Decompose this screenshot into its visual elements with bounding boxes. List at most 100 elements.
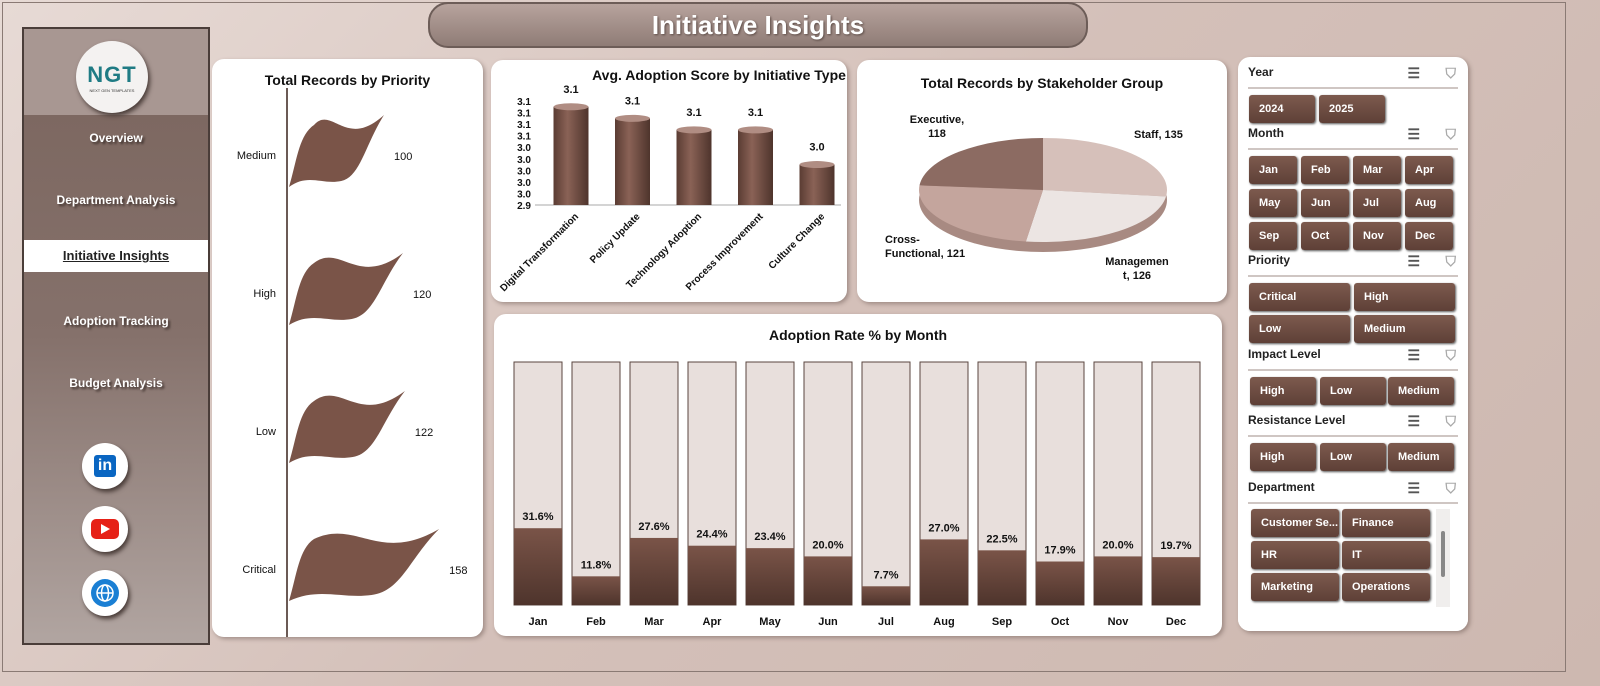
multi-select-icon[interactable]: ☰ [1407, 480, 1420, 496]
bar-background [571, 361, 621, 606]
nav-initiative-insights[interactable]: Initiative Insights [24, 240, 208, 272]
nav-overview[interactable]: Overview [89, 131, 143, 145]
pie-slice-staff [1043, 138, 1167, 197]
slicer-item-medium[interactable]: Medium [1354, 315, 1455, 343]
website-button[interactable] [82, 570, 128, 616]
slicer-item-it[interactable]: IT [1342, 541, 1430, 569]
y-tick-label: 3.1 [517, 120, 531, 131]
slicer-item-hr[interactable]: HR [1251, 541, 1339, 569]
slicer-title: Department [1248, 480, 1315, 494]
y-tick-label: 3.0 [517, 178, 531, 189]
linkedin-icon: in [93, 455, 117, 477]
pie-label: Cross- [885, 234, 920, 246]
bar-mar [630, 537, 678, 605]
linkedin-button[interactable]: in [82, 443, 128, 489]
department-scrollbar[interactable] [1436, 509, 1450, 619]
y-tick-label: 3.1 [517, 97, 531, 108]
data-label: 3.1 [748, 107, 763, 119]
y-tick-label: 3.1 [517, 132, 531, 143]
bar-jan [514, 528, 562, 605]
ngt-logo[interactable]: NGT NEXT GEN TEMPLATES [76, 41, 148, 113]
slicer-header-department: Department ☰ ⛉ [1248, 480, 1458, 504]
priority-bar-high [289, 253, 403, 325]
slicer-item-critical[interactable]: Critical [1249, 283, 1350, 311]
clear-filter-icon[interactable]: ⛉ [1445, 253, 1457, 269]
data-label: 3.0 [809, 142, 824, 154]
y-tick-label: 3.1 [517, 109, 531, 120]
multi-select-icon[interactable]: ☰ [1407, 413, 1420, 429]
pie-slice-executive [919, 138, 1043, 190]
pie-slice-cross-functional [919, 185, 1043, 242]
slicer-item-high[interactable]: High [1250, 443, 1316, 471]
bar-jul [862, 586, 910, 605]
slicer-item-jul[interactable]: Jul [1353, 189, 1401, 217]
clear-filter-icon[interactable]: ⛉ [1445, 413, 1457, 429]
slicer-item-finance[interactable]: Finance [1342, 509, 1430, 537]
pie-label: Functional, 121 [885, 248, 965, 260]
slicer-item-marketing[interactable]: Marketing [1251, 573, 1339, 601]
bar-feb [572, 576, 620, 605]
sidebar: NGT NEXT GEN TEMPLATES Overview Departmen… [22, 27, 210, 645]
slicer-item-oct[interactable]: Oct [1301, 222, 1349, 250]
slicer-item-mar[interactable]: Mar [1353, 156, 1401, 184]
stakeholder-panel: Total Records by Stakeholder Group Staff… [857, 60, 1227, 302]
bar-culture-change [799, 164, 835, 205]
nav-adoption-tracking[interactable]: Adoption Tracking [63, 314, 169, 328]
priority-bar-medium [289, 115, 384, 187]
clear-filter-icon[interactable]: ⛉ [1445, 347, 1457, 363]
pie-label: t, 126 [1123, 270, 1151, 282]
data-label: 100 [394, 151, 412, 163]
multi-select-icon[interactable]: ☰ [1407, 253, 1420, 269]
slicer-item-may[interactable]: May [1249, 189, 1297, 217]
clear-filter-icon[interactable]: ⛉ [1445, 126, 1457, 142]
slicer-item-operations[interactable]: Operations [1342, 573, 1430, 601]
slicer-panel: Year ☰ ⛉ 2024 2025 Month ☰ ⛉ Jan Feb Mar Apr May Jun J… [1238, 57, 1468, 631]
category-label: High [253, 288, 276, 300]
scrollbar-thumb[interactable] [1441, 531, 1445, 577]
clear-filter-icon[interactable]: ⛉ [1445, 480, 1457, 496]
month-label: Nov [1108, 616, 1130, 628]
y-tick-label: 3.0 [517, 143, 531, 154]
slicer-item-low[interactable]: Low [1320, 377, 1386, 405]
priority-bar-low [289, 391, 405, 463]
clear-filter-icon[interactable]: ⛉ [1445, 65, 1457, 81]
slicer-item-medium[interactable]: Medium [1388, 443, 1454, 471]
slicer-item-customer-se-[interactable]: Customer Se... [1251, 509, 1339, 537]
stakeholder-pie-chart: Staff, 135 Managemen t, 126 Cross- Functiona… [885, 114, 1183, 282]
youtube-button[interactable] [82, 506, 128, 552]
multi-select-icon[interactable]: ☰ [1407, 126, 1420, 142]
nav-budget-analysis[interactable]: Budget Analysis [69, 376, 163, 390]
slicer-item-jan[interactable]: Jan [1249, 156, 1297, 184]
data-label: 27.6% [638, 521, 669, 533]
slicer-item-medium[interactable]: Medium [1388, 377, 1454, 405]
slicer-item-high[interactable]: High [1354, 283, 1455, 311]
data-label: 23.4% [754, 531, 785, 543]
pie-label: 118 [928, 128, 946, 140]
data-label: 17.9% [1044, 545, 1075, 557]
slicer-item-aug[interactable]: Aug [1405, 189, 1453, 217]
slicer-item-sep[interactable]: Sep [1249, 222, 1297, 250]
priority-chart-panel: Total Records by Priority Medium 100 High 1… [212, 59, 483, 637]
slicer-item-apr[interactable]: Apr [1405, 156, 1453, 184]
slicer-item-feb[interactable]: Feb [1301, 156, 1349, 184]
multi-select-icon[interactable]: ☰ [1407, 65, 1420, 81]
page-title: Initiative Insights [428, 2, 1088, 48]
logo-text: NGT [87, 61, 137, 87]
pie-slice-management [1025, 190, 1167, 242]
priority-bar-critical [289, 529, 440, 601]
slicer-item-nov[interactable]: Nov [1353, 222, 1401, 250]
bar-aug [920, 539, 968, 605]
bar-top [615, 114, 650, 122]
pie-label: Managemen [1105, 256, 1169, 268]
monthly-adoption-chart: 31.6% Jan 11.8% Feb 27.6% Mar 24.4% Apr 23.4% May… [513, 361, 1201, 628]
multi-select-icon[interactable]: ☰ [1407, 347, 1420, 363]
slicer-item-dec[interactable]: Dec [1405, 222, 1453, 250]
slicer-item-jun[interactable]: Jun [1301, 189, 1349, 217]
nav-department-analysis[interactable]: Department Analysis [56, 193, 176, 207]
slicer-item-low[interactable]: Low [1320, 443, 1386, 471]
chart-title: Total Records by Stakeholder Group [920, 75, 1164, 91]
slicer-item-2024[interactable]: 2024 [1249, 95, 1315, 123]
slicer-item-2025[interactable]: 2025 [1319, 95, 1385, 123]
slicer-item-high[interactable]: High [1250, 377, 1316, 405]
slicer-item-low[interactable]: Low [1249, 315, 1350, 343]
